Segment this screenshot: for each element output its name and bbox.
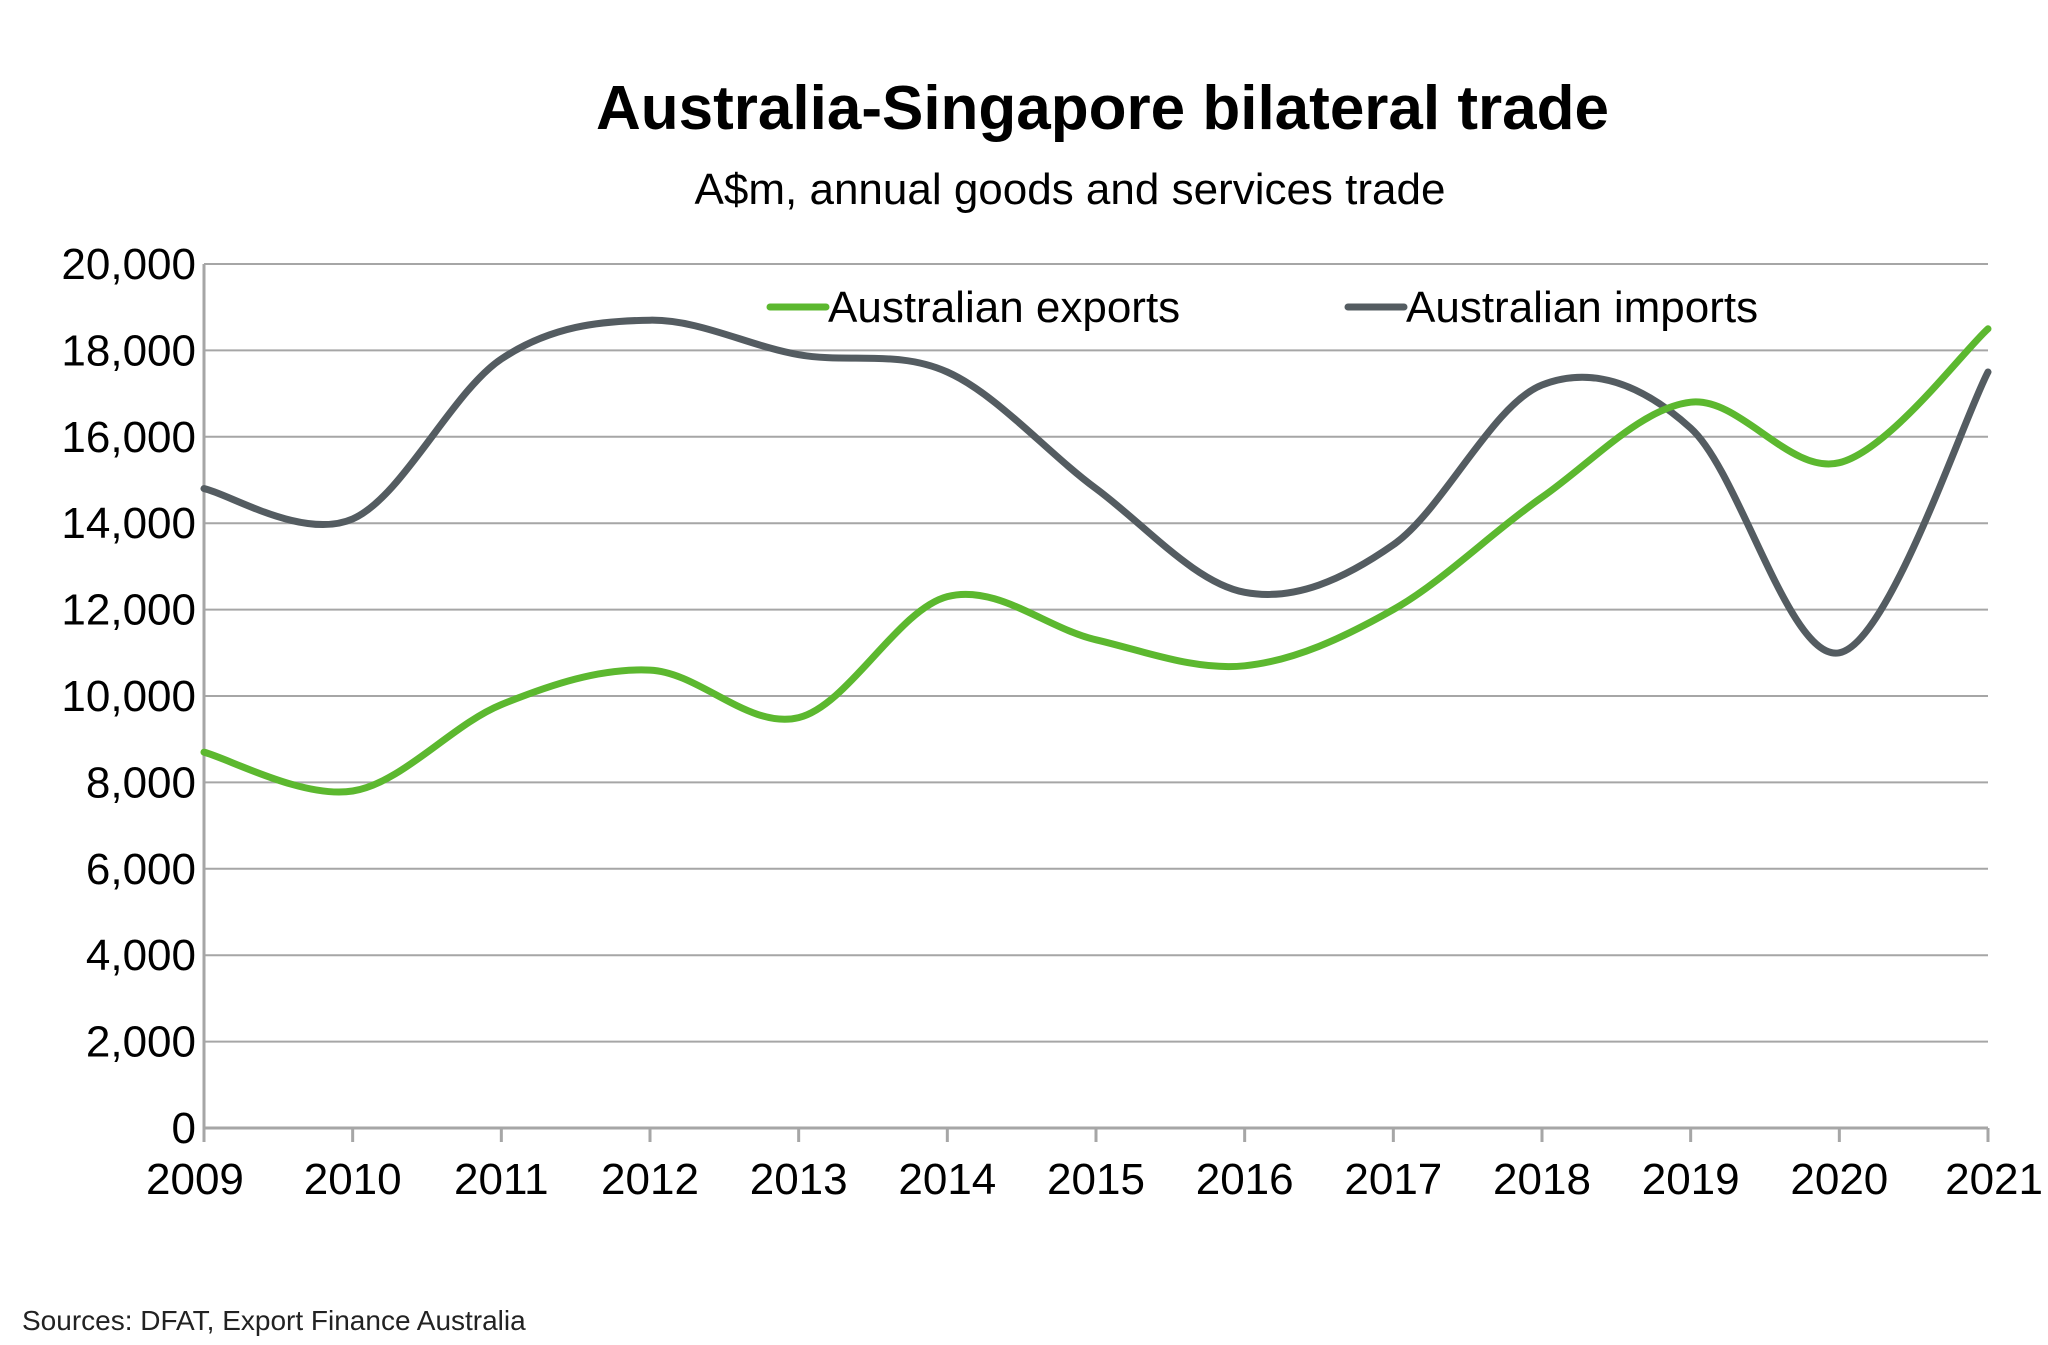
x-tick-label: 2013 (750, 1155, 848, 1204)
series-lines (200, 316, 1992, 796)
series-line-australian-exports (200, 325, 1992, 796)
y-tick-label: 10,000 (61, 672, 196, 721)
x-tick-label: 2021 (1945, 1155, 2043, 1204)
axes: 0 2,000 4,000 6,000 8,000 10,000 12,000 14,000 1… (61, 240, 2043, 1204)
chart-title: Australia-Singapore bilateral trade (596, 74, 1609, 143)
x-tick-label: 2020 (1790, 1155, 1888, 1204)
y-tick-label: 18,000 (61, 326, 196, 375)
x-tick-label: 2018 (1493, 1155, 1591, 1204)
x-tick-label: 2015 (1047, 1155, 1145, 1204)
y-tick-label: 16,000 (61, 413, 196, 462)
x-tick-label: 2009 (146, 1155, 244, 1204)
legend: Australian exports Australian imports (766, 283, 1758, 332)
legend-label-australian-imports: Australian imports (1406, 283, 1758, 332)
x-tick-label: 2014 (898, 1155, 996, 1204)
y-tick-label: 20,000 (61, 240, 196, 289)
y-tick-label: 8,000 (86, 758, 196, 807)
source-note: Sources: DFAT, Export Finance Australia (22, 1305, 526, 1336)
x-tick-label: 2016 (1196, 1155, 1294, 1204)
y-tick-label: 12,000 (61, 586, 196, 635)
series-line-australian-imports (200, 316, 1992, 657)
y-tick-label: 0 (172, 1104, 196, 1153)
x-tick-label: 2017 (1344, 1155, 1442, 1204)
chart-subtitle: A$m, annual goods and services trade (694, 165, 1446, 214)
gridlines (204, 263, 1988, 1043)
y-tick-label: 2,000 (86, 1018, 196, 1067)
x-tick-label: 2010 (304, 1155, 402, 1204)
x-tick-label: 2019 (1642, 1155, 1740, 1204)
x-tick-label: 2012 (601, 1155, 699, 1204)
y-tick-label: 4,000 (86, 931, 196, 980)
y-tick-label: 14,000 (61, 499, 196, 548)
y-tick-label: 6,000 (86, 845, 196, 894)
legend-label-australian-exports: Australian exports (828, 283, 1180, 332)
x-tick-label: 2011 (454, 1155, 549, 1204)
